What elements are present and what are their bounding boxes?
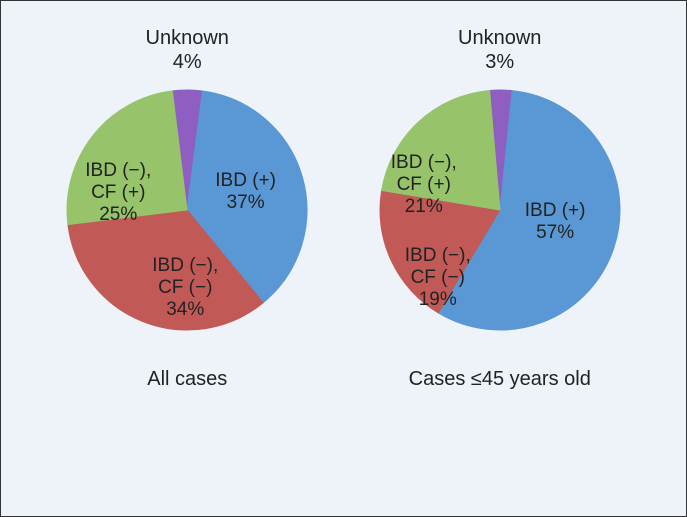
top-label-right-line1: Unknown bbox=[458, 27, 541, 49]
top-label-left-line2: 4% bbox=[173, 51, 202, 73]
caption-right: Cases ≤45 years old bbox=[409, 368, 591, 391]
pie-right: IBD (+)57%IBD (−),CF (−)19%IBD (−),CF (+… bbox=[370, 80, 630, 340]
caption-left: All cases bbox=[147, 368, 227, 391]
chart-right: Unknown 3% IBD (+)57%IBD (−),CF (−)19%IB… bbox=[350, 26, 650, 391]
chart-left: Unknown 4% IBD (+)37%IBD (−),CF (−)34%IB… bbox=[37, 26, 337, 391]
pie-left: IBD (+)37%IBD (−),CF (−)34%IBD (−),CF (+… bbox=[57, 80, 317, 340]
pie-slice-neg_pos bbox=[67, 91, 187, 225]
top-label-right-line2: 3% bbox=[485, 51, 514, 73]
figure-frame: Unknown 4% IBD (+)37%IBD (−),CF (−)34%IB… bbox=[0, 0, 687, 517]
top-label-left: Unknown 4% bbox=[146, 26, 229, 74]
top-label-right: Unknown 3% bbox=[458, 26, 541, 74]
top-label-left-line1: Unknown bbox=[146, 27, 229, 49]
pie-slice-neg_pos bbox=[381, 90, 499, 210]
